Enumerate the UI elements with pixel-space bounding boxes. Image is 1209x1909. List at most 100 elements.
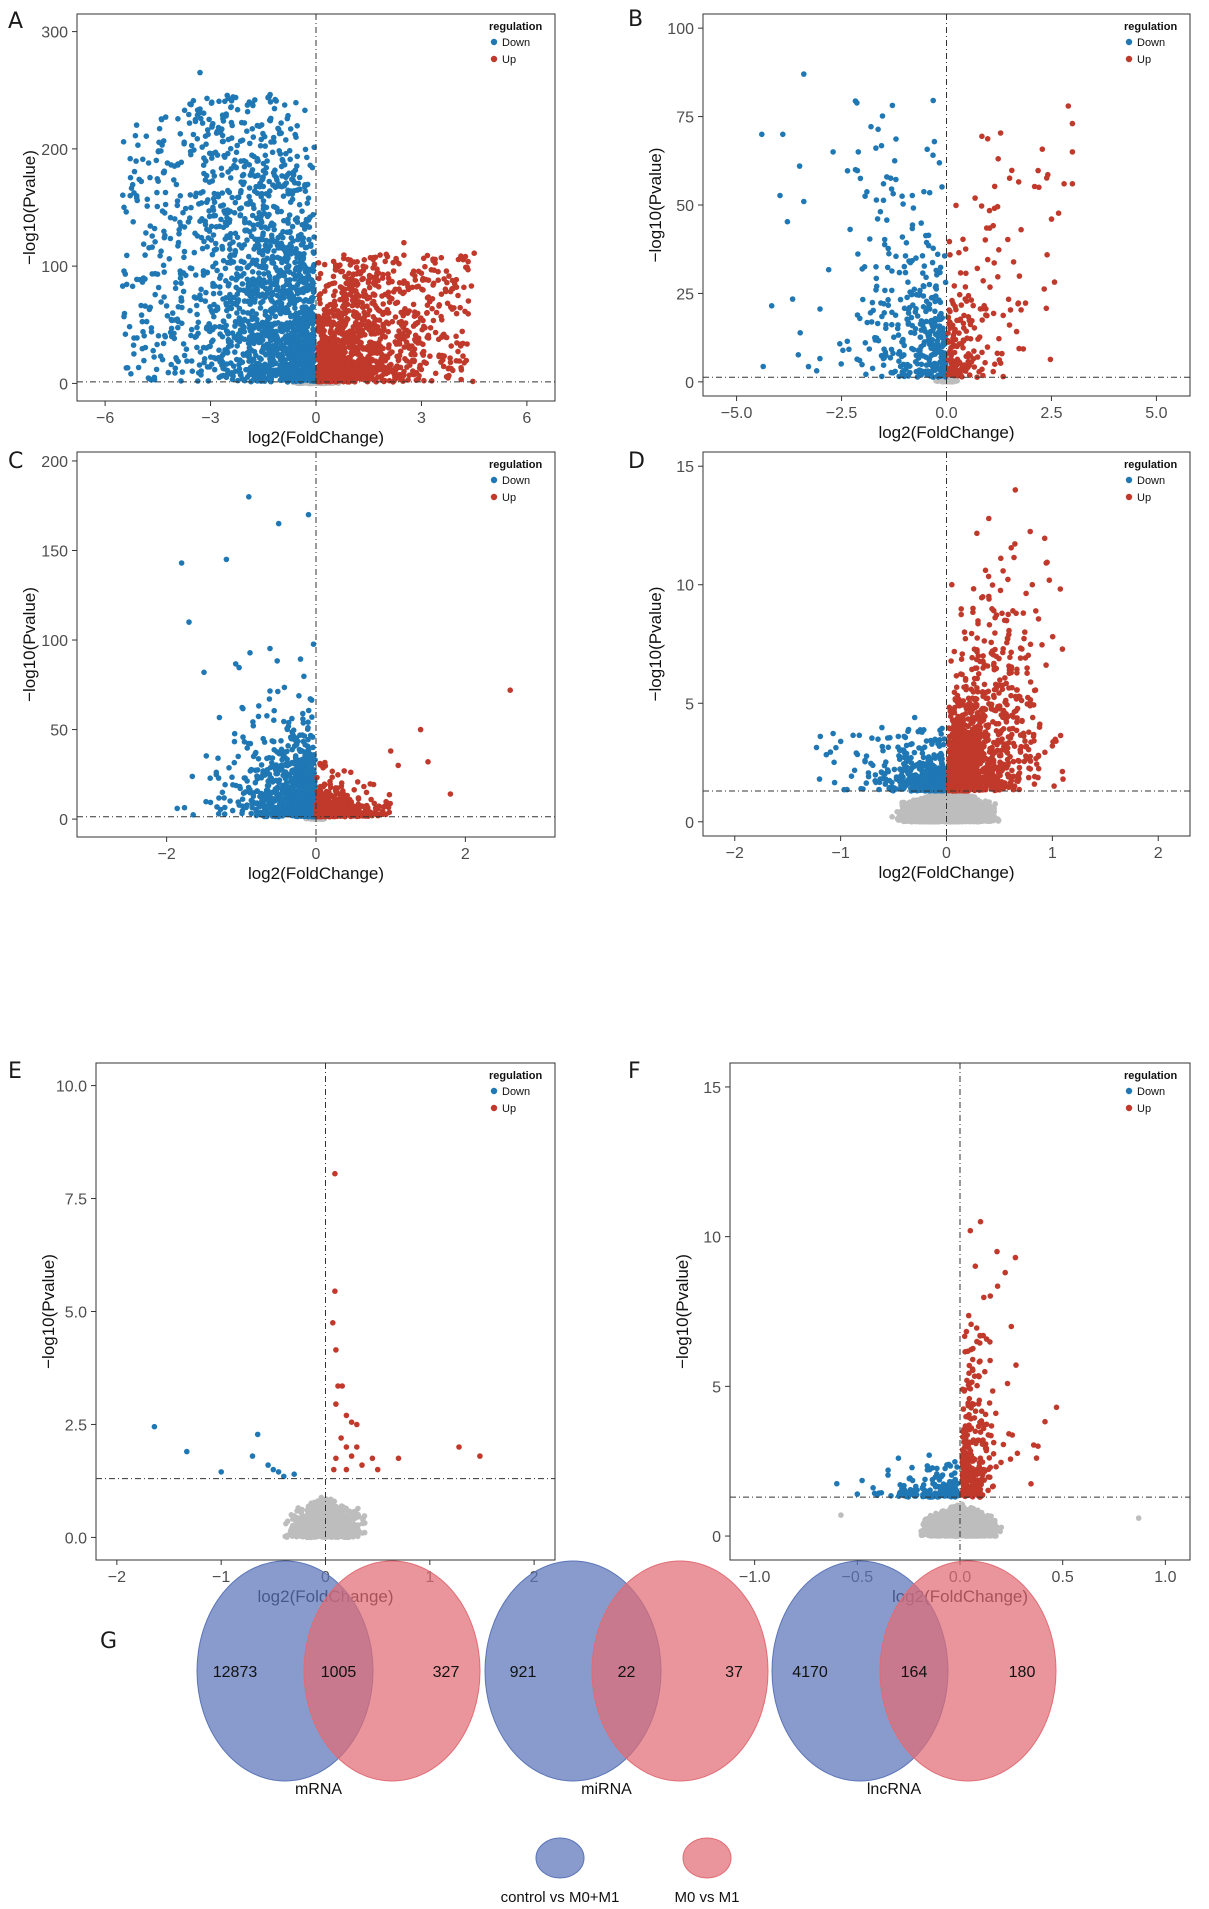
down-point — [913, 352, 920, 359]
up-point — [402, 320, 409, 326]
down-point — [220, 202, 227, 208]
up-point — [383, 251, 390, 258]
down-point — [925, 368, 931, 374]
up-point — [455, 348, 461, 355]
down-point — [189, 368, 196, 375]
down-point — [880, 197, 887, 204]
down-point — [240, 705, 246, 712]
down-point — [279, 156, 286, 163]
down-point — [926, 301, 933, 308]
down-point — [307, 366, 314, 372]
up-point — [392, 300, 399, 307]
up-point — [986, 207, 993, 214]
up-point — [997, 130, 1004, 136]
down-point — [255, 158, 261, 164]
down-point — [175, 324, 181, 331]
down-point — [255, 756, 262, 762]
down-point — [889, 102, 896, 109]
down-point — [167, 214, 174, 221]
down-point — [219, 138, 226, 145]
up-point — [424, 310, 430, 316]
up-point — [983, 225, 990, 231]
down-point — [158, 116, 165, 123]
up-point — [390, 367, 397, 374]
down-point — [140, 241, 147, 247]
up-point — [336, 320, 342, 327]
down-point — [225, 283, 232, 289]
down-point — [127, 155, 133, 162]
down-point — [260, 735, 267, 742]
down-point — [259, 331, 265, 337]
down-point — [144, 203, 150, 209]
down-point — [175, 358, 181, 365]
down-point — [192, 230, 198, 237]
down-point — [310, 294, 316, 301]
down-point — [860, 296, 866, 303]
down-point — [896, 269, 903, 276]
up-point — [423, 360, 430, 367]
up-point — [349, 294, 356, 300]
down-point — [244, 108, 251, 115]
down-point — [249, 212, 256, 219]
down-point — [297, 273, 304, 279]
up-point — [389, 349, 395, 355]
down-point — [271, 105, 278, 112]
up-point — [971, 348, 977, 354]
up-point — [1047, 356, 1054, 363]
down-point — [262, 143, 269, 149]
up-point — [362, 332, 368, 338]
up-point — [329, 320, 336, 326]
x-axis-label: log2(FoldChange) — [878, 423, 1014, 442]
down-point — [251, 226, 257, 232]
legend-up-marker — [490, 55, 498, 63]
y-axis-label: −log10(Pvalue) — [20, 150, 39, 265]
down-point — [927, 361, 933, 368]
down-point — [155, 178, 161, 184]
down-point — [255, 713, 262, 720]
down-point — [285, 216, 291, 222]
up-point — [966, 317, 973, 324]
down-point — [284, 268, 290, 274]
up-point — [324, 312, 331, 318]
up-point — [365, 343, 371, 350]
down-point — [230, 363, 237, 369]
down-point — [201, 356, 208, 362]
down-point — [932, 308, 938, 315]
down-point — [874, 216, 881, 222]
down-point — [246, 185, 253, 191]
down-point — [281, 295, 287, 301]
down-point — [300, 263, 307, 269]
down-point — [897, 296, 904, 303]
up-point — [446, 273, 452, 279]
down-point — [155, 148, 162, 155]
down-point — [188, 326, 195, 333]
up-point — [1022, 300, 1029, 306]
y-tick-label: 0 — [59, 376, 68, 393]
down-point — [263, 164, 270, 171]
down-point — [151, 354, 157, 360]
down-point — [162, 334, 169, 340]
down-point — [271, 172, 278, 179]
up-point — [451, 281, 458, 287]
down-point — [179, 320, 185, 327]
up-point — [316, 275, 322, 282]
down-point — [222, 154, 228, 160]
down-point — [873, 145, 879, 151]
down-point — [267, 645, 273, 652]
down-point — [214, 267, 220, 274]
up-point — [468, 283, 475, 289]
down-point — [249, 126, 256, 132]
up-point — [401, 239, 407, 246]
up-point — [963, 298, 970, 304]
up-point — [409, 271, 416, 277]
down-point — [936, 312, 943, 319]
up-point — [439, 317, 445, 323]
legend-title: regulation — [1124, 21, 1177, 33]
down-point — [854, 312, 861, 318]
up-point — [450, 285, 456, 292]
up-point — [947, 252, 953, 258]
up-point — [336, 375, 343, 382]
up-point — [1006, 322, 1013, 328]
down-point — [284, 115, 291, 122]
down-point — [308, 318, 315, 324]
